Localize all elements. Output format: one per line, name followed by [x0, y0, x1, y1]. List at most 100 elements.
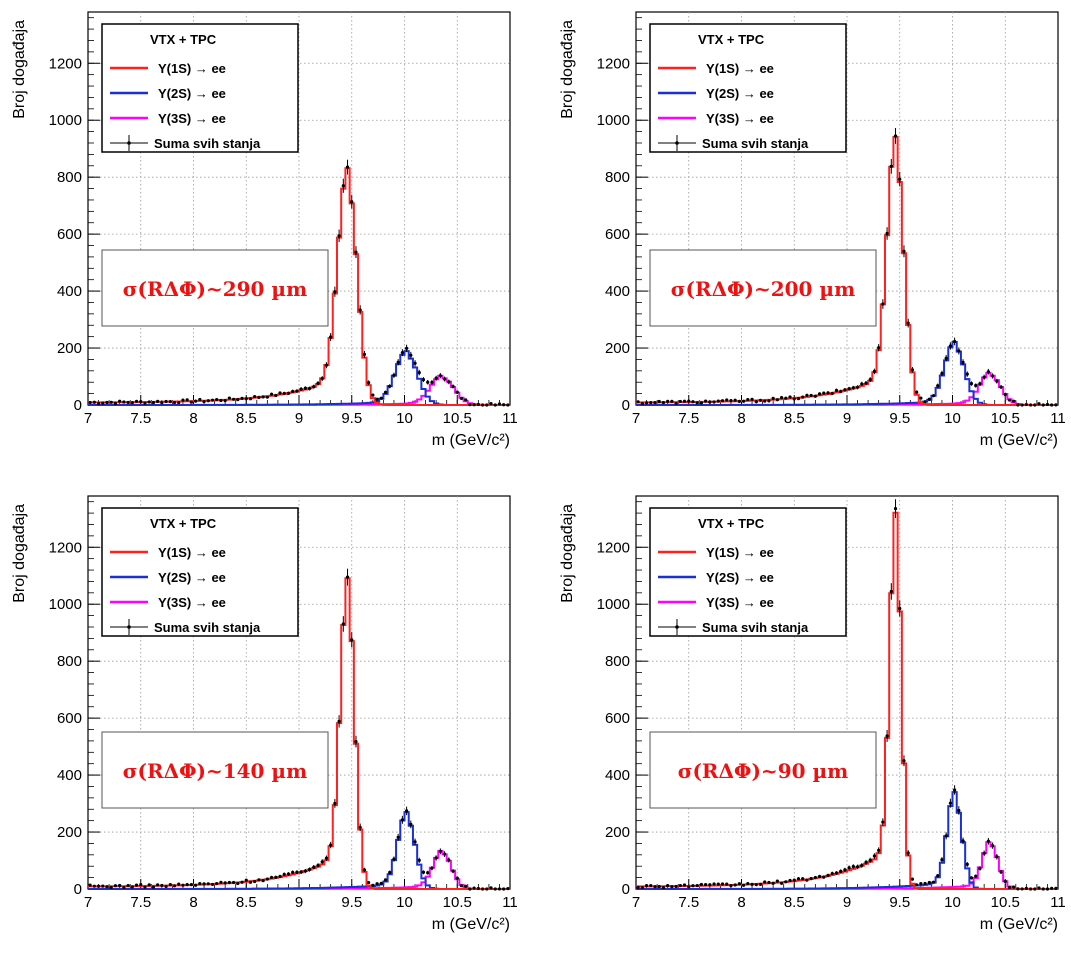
resolution-label: σ(RΔΦ)~290 µm [123, 277, 308, 301]
series-ups2s-line [88, 811, 510, 890]
sum-point [839, 389, 843, 394]
sum-point [708, 400, 712, 404]
sum-point [1033, 403, 1037, 407]
sum-point [160, 401, 164, 405]
sum-point [758, 398, 763, 402]
sum-point [906, 321, 910, 325]
y-tick-label: 400 [605, 283, 630, 300]
sum-point [923, 881, 927, 886]
sum-point [299, 387, 303, 391]
chart-panel-3: 7 7.5 8 8.5 9 9.5 10 10.5 11 0 200 400 600 800 1000 120… [0, 484, 535, 968]
x-axis-title: m (GeV/c²) [432, 432, 510, 449]
sum-point [961, 839, 965, 843]
sum-point [733, 883, 737, 887]
sum-point [493, 887, 497, 891]
x-tick-label: 8 [189, 894, 197, 911]
sum-point [1024, 886, 1028, 890]
y-tick-label: 200 [57, 824, 82, 841]
sum-point [936, 384, 940, 388]
y-tick-label: 1000 [597, 112, 630, 129]
sum-point [657, 399, 661, 404]
sum-point [927, 880, 931, 885]
sum-point [792, 878, 796, 882]
sum-point [147, 883, 151, 887]
y-tick-label: 800 [57, 653, 82, 670]
sum-point [194, 883, 198, 887]
sum-point [969, 381, 974, 386]
x-tick-label: 7.5 [130, 894, 151, 911]
sum-point [286, 391, 291, 395]
sum-point [767, 399, 771, 403]
sum-point [177, 882, 181, 886]
sum-point [805, 393, 809, 397]
x-tick-label: 9.5 [889, 410, 910, 427]
x-tick-label: 8.5 [784, 894, 805, 911]
sum-point [986, 839, 990, 843]
y-axis-title: Broj događaja [559, 504, 576, 603]
y-axis-title: Broj događaja [11, 20, 28, 119]
y-tick-label: 0 [622, 881, 630, 898]
sum-point [421, 377, 426, 382]
sum-point [919, 882, 923, 886]
sum-point [720, 399, 725, 403]
sum-point [151, 885, 156, 889]
legend-title: VTX + TPC [150, 32, 217, 47]
y-tick-label: 1200 [597, 55, 630, 72]
sum-point [902, 249, 906, 253]
sum-point [198, 882, 202, 886]
sum-point [640, 885, 644, 890]
sum-point [442, 377, 447, 381]
sum-point [362, 352, 367, 356]
sum-point [1020, 403, 1024, 407]
x-tick-label: 9.5 [341, 894, 362, 911]
sum-point [1028, 403, 1033, 407]
sum-point [96, 401, 101, 406]
sum-point [982, 851, 986, 855]
sum-point [990, 843, 995, 848]
sum-point [902, 759, 906, 763]
x-tick-label: 9 [843, 894, 851, 911]
sum-point [961, 360, 965, 364]
sum-point [742, 399, 746, 403]
y-tick-label: 1000 [49, 112, 82, 129]
sum-point [92, 884, 96, 888]
sum-point [889, 164, 893, 168]
sum-point [784, 880, 788, 884]
sum-point [687, 399, 691, 403]
sum-point [489, 886, 493, 890]
sum-point [737, 399, 741, 404]
sum-point [139, 400, 143, 404]
sum-point [1037, 886, 1041, 890]
sum-point [375, 397, 379, 401]
sum-point [661, 400, 666, 405]
sum-point [464, 398, 468, 402]
y-axis-title: Broj događaja [559, 20, 576, 119]
sum-point [181, 398, 185, 402]
sum-point [725, 398, 729, 402]
sum-point [134, 399, 139, 403]
sum-point [826, 391, 830, 395]
sum-point [156, 883, 160, 887]
sum-point [704, 399, 708, 403]
sum-point [729, 884, 733, 888]
resolution-annotation: σ(RΔΦ)~90 µm [649, 731, 877, 809]
sum-point [788, 395, 792, 399]
sum-point [227, 396, 231, 400]
sum-point [843, 388, 847, 392]
sum-point [354, 250, 358, 254]
sum-point [400, 818, 404, 822]
y-tick-label: 600 [605, 226, 630, 243]
sum-point [282, 391, 286, 396]
sum-point [118, 883, 122, 888]
sum-point [636, 885, 640, 889]
sum-point [885, 734, 889, 738]
sum-point [931, 394, 936, 398]
sum-point [185, 883, 189, 887]
x-tick-label: 10 [396, 894, 413, 911]
sum-point [206, 399, 210, 403]
sum-point [307, 386, 312, 391]
sum-point [253, 879, 257, 884]
sum-point [118, 399, 122, 403]
sum-point [464, 884, 468, 888]
sum-point [1012, 885, 1016, 889]
